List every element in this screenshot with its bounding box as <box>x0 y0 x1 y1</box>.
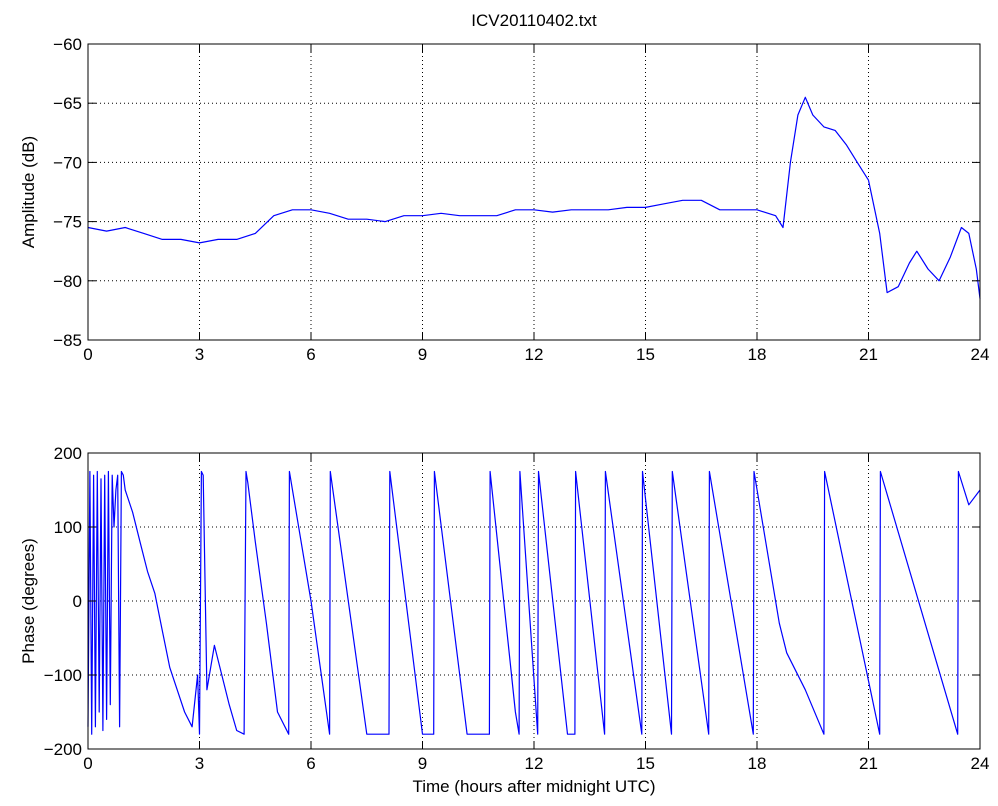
phase-x-tick-label: 12 <box>525 754 544 773</box>
phase-series-line <box>87 470 981 735</box>
amplitude-y-tick-label: −75 <box>53 213 82 232</box>
phase-x-tick-label: 3 <box>195 754 204 773</box>
amplitude-series-line <box>87 96 981 299</box>
amplitude-x-tick-label: 15 <box>636 345 655 364</box>
amplitude-plot: 0 3 6 9 12 15 18 21 24 −85 −80 −75 −70 −65 −60 ICV20110… <box>19 11 989 364</box>
phase-y-tick-label: 0 <box>73 592 82 611</box>
phase-y-tick-label: −200 <box>44 740 82 759</box>
amplitude-y-tick-label: −85 <box>53 331 82 350</box>
amplitude-x-tick-label: 12 <box>525 345 544 364</box>
phase-y-tick-label: 100 <box>54 518 82 537</box>
phase-x-tick-label: 21 <box>859 754 878 773</box>
amplitude-x-tick-label: 6 <box>306 345 315 364</box>
amplitude-x-tick-label: 24 <box>971 345 990 364</box>
phase-y-axis-label: Phase (degrees) <box>19 538 38 664</box>
phase-plot: 0 3 6 9 12 15 18 21 24 −200 −100 0 100 200 Time (hours… <box>19 444 989 796</box>
amplitude-y-tick-label: −60 <box>53 35 82 54</box>
amplitude-x-tick-label: 9 <box>418 345 427 364</box>
phase-x-tick-label: 18 <box>748 754 767 773</box>
amplitude-chart-title: ICV20110402.txt <box>471 11 597 30</box>
phase-x-tick-label: 0 <box>83 754 92 773</box>
amplitude-y-tick-label: −70 <box>53 153 82 172</box>
phase-x-tick-label: 9 <box>418 754 427 773</box>
amplitude-x-tick-label: 0 <box>83 345 92 364</box>
amplitude-y-axis-label: Amplitude (dB) <box>19 136 38 248</box>
amplitude-y-tick-label: −65 <box>53 94 82 113</box>
phase-y-tick-label: 200 <box>54 444 82 463</box>
phase-x-axis-label: Time (hours after midnight UTC) <box>412 777 655 796</box>
phase-x-tick-label: 15 <box>636 754 655 773</box>
amplitude-x-tick-label: 3 <box>195 345 204 364</box>
amplitude-x-tick-label: 21 <box>859 345 878 364</box>
phase-y-tick-label: −100 <box>44 666 82 685</box>
amplitude-y-tick-label: −80 <box>53 272 82 291</box>
phase-x-tick-label: 6 <box>306 754 315 773</box>
amplitude-x-tick-label: 18 <box>748 345 767 364</box>
phase-x-tick-label: 24 <box>971 754 990 773</box>
